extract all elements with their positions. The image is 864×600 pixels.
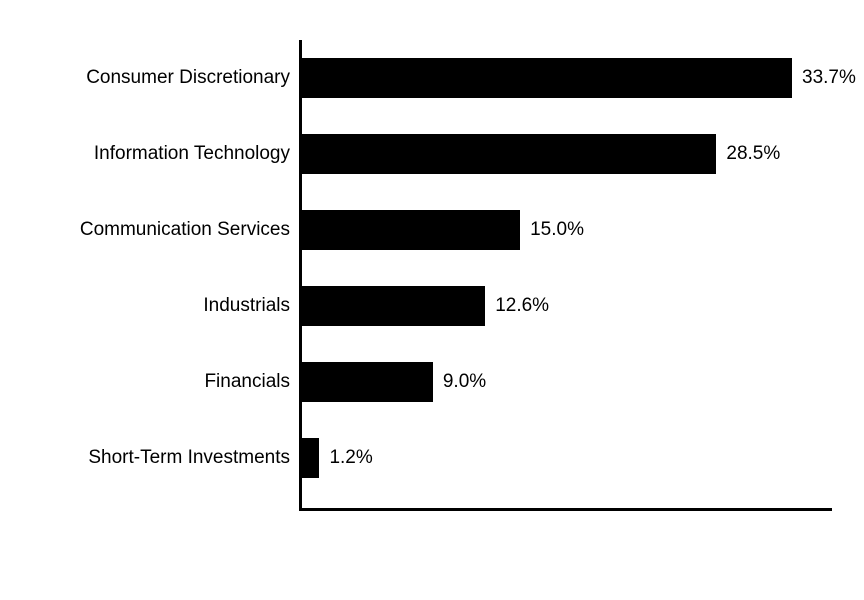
- x-axis: [299, 508, 832, 511]
- category-label: Short-Term Investments: [88, 447, 290, 469]
- bar: [302, 362, 433, 402]
- value-label: 12.6%: [495, 295, 549, 317]
- value-label: 1.2%: [329, 447, 372, 469]
- bar: [302, 438, 319, 478]
- category-label: Industrials: [203, 295, 290, 317]
- value-label: 15.0%: [530, 219, 584, 241]
- category-label: Consumer Discretionary: [86, 67, 290, 89]
- bar: [302, 134, 716, 174]
- chart-container: Consumer Discretionary 33.7% Information T…: [0, 40, 864, 560]
- bar: [302, 58, 792, 98]
- value-label: 33.7%: [802, 67, 856, 89]
- value-label: 28.5%: [726, 143, 780, 165]
- bar: [302, 286, 485, 326]
- bar: [302, 210, 520, 250]
- value-label: 9.0%: [443, 371, 486, 393]
- category-label: Information Technology: [94, 143, 290, 165]
- category-label: Communication Services: [80, 219, 290, 241]
- category-label: Financials: [204, 371, 290, 393]
